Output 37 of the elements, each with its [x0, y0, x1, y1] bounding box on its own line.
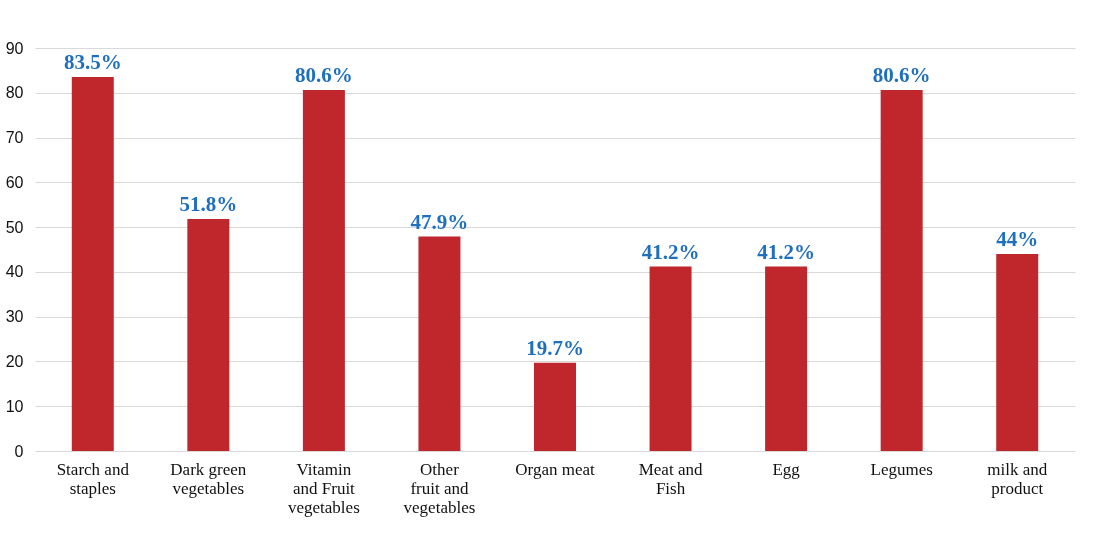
y-tick-label: 10 [5, 397, 24, 415]
bar [302, 90, 345, 451]
data-label: 80.6% [872, 63, 931, 88]
bar [187, 219, 230, 451]
data-label: 83.5% [63, 50, 122, 75]
y-tick-label: 80 [5, 84, 24, 102]
y-tick-label: 70 [5, 129, 24, 147]
bar [418, 236, 461, 451]
data-label: 41.2% [641, 239, 700, 264]
bar [996, 253, 1039, 451]
data-label: 19.7% [526, 335, 584, 360]
y-tick-label: 40 [5, 263, 24, 281]
y-tick-label: 60 [5, 173, 24, 191]
bar [534, 362, 576, 451]
y-tick-label: 90 [5, 39, 24, 57]
y-tick-label: 30 [5, 308, 24, 326]
data-label: 51.8% [179, 192, 238, 217]
x-tick-label: Vitamin and Fruit vegetables [288, 459, 360, 517]
x-tick-label: Starch and staples [56, 459, 130, 498]
y-tick-label: 0 [14, 442, 24, 460]
x-tick-label: Organ meat [515, 459, 596, 479]
data-label: 41.2% [757, 239, 815, 264]
data-label: 44% [996, 226, 1039, 251]
data-label: 80.6% [295, 63, 353, 88]
x-tick-label: Meat and Fish [638, 459, 703, 498]
bar [765, 266, 808, 451]
data-label: 47.9% [410, 209, 469, 234]
y-tick-label: 20 [5, 352, 24, 370]
bar [880, 90, 923, 451]
x-tick-label: Egg [772, 459, 801, 479]
x-tick-label: milk and product [987, 459, 1048, 498]
x-tick-label: Legumes [870, 459, 933, 479]
x-tick-label: Dark green vegetables [170, 459, 247, 498]
bar [71, 77, 114, 451]
bar [649, 266, 692, 451]
x-tick-label: Other fruit and vegetables [403, 459, 476, 517]
y-tick-label: 50 [5, 218, 24, 236]
